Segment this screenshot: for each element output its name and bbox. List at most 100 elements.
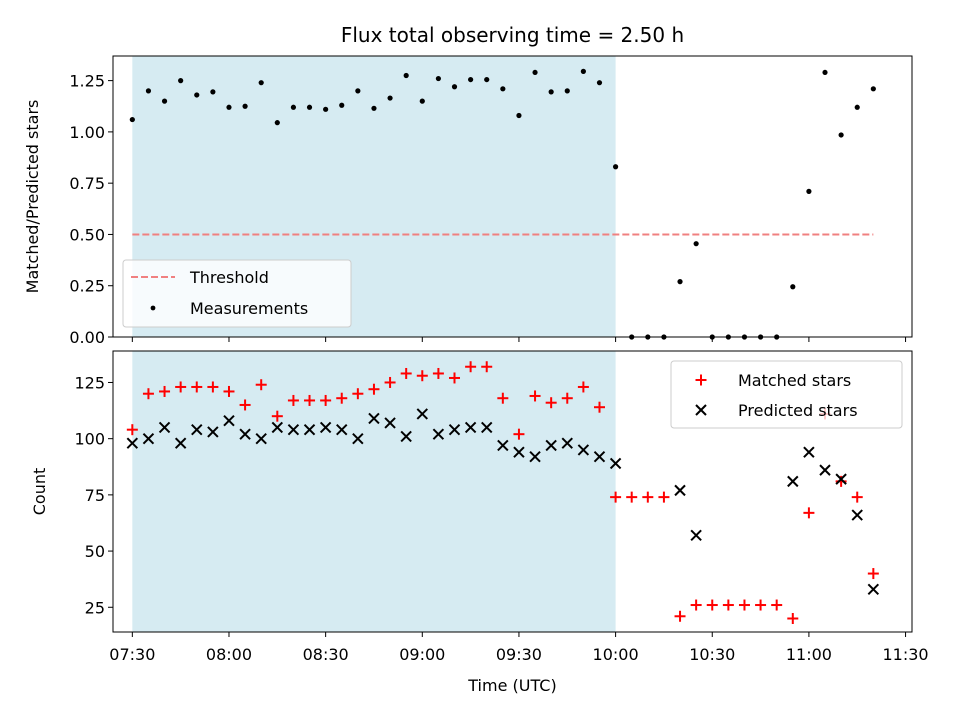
top-panel: 0.00 0.25 0.50 0.75 1.00 1.25 Flux total obse… [23, 23, 913, 347]
measurement-point [548, 89, 554, 95]
legend-predicted-label: Predicted stars [738, 401, 858, 420]
predicted-star-point [223, 414, 235, 427]
legend-matched-label: Matched stars [738, 371, 851, 390]
measurement-point [387, 95, 393, 101]
measurement-point [339, 102, 345, 108]
bottom-y-axis: 25 50 75 100 125 [74, 373, 113, 617]
predicted-star-point [336, 423, 348, 436]
bottom-x-tick-label: 09:00 [399, 645, 445, 664]
legend-matched-swatch [695, 374, 707, 386]
predicted-star-point [609, 457, 622, 470]
bottom-x-tick-label: 10:30 [689, 645, 735, 664]
top-axes-frame [112, 55, 913, 338]
measurement-point [677, 279, 683, 285]
measurement-point [403, 72, 409, 79]
top-x-ticks [131, 337, 907, 342]
measurement-point [854, 104, 860, 110]
top-y-tick-label: 0.75 [69, 174, 105, 193]
measurement-point [596, 80, 603, 86]
predicted-star-point [593, 450, 606, 463]
measurement-point [806, 188, 812, 194]
bottom-x-tick-label: 08:30 [303, 645, 349, 664]
measurement-point [306, 104, 313, 110]
predicted-star-point [352, 432, 364, 445]
measurement-point [419, 98, 425, 104]
measurement-point [435, 75, 441, 82]
bottom-y-tick-label: 25 [85, 598, 105, 617]
predicted-star-point [158, 421, 171, 434]
predicted-star-point [239, 428, 251, 440]
measurement-point [484, 76, 490, 83]
predicted-star-point [851, 509, 863, 521]
legend-predicted-swatch [695, 404, 707, 416]
bottom-x-tick-label: 11:00 [786, 645, 832, 664]
predicted-star-point [207, 426, 219, 438]
x-axis-label: Time (UTC) [467, 676, 556, 695]
top-y-tick-label: 0.25 [69, 277, 105, 296]
measurement-point [693, 241, 699, 247]
top-y-tick-label: 0.50 [69, 225, 105, 244]
predicted-star-point [867, 583, 880, 595]
legend-measurements-label: Measurements [190, 299, 308, 318]
predicted-star-point [787, 475, 799, 488]
measurement-point [258, 80, 264, 86]
bottom-y-tick-label: 50 [85, 542, 105, 561]
measurement-point [580, 68, 586, 74]
measurement-point [822, 69, 828, 76]
predicted-star-point [529, 450, 541, 463]
predicted-star-point [432, 428, 445, 440]
measurement-point [194, 92, 200, 98]
measurement-point [226, 104, 232, 110]
bottom-x-tick-label: 10:00 [593, 645, 639, 664]
predicted-star-point [481, 421, 493, 434]
predicted-star-point [126, 437, 139, 449]
predicted-star-point [255, 432, 267, 445]
top-y-axis: 0.00 0.25 0.50 0.75 1.00 1.25 [69, 72, 113, 347]
bottom-x-tick-label: 11:30 [883, 645, 929, 664]
predicted-star-point [819, 464, 831, 476]
bottom-panel: 25 50 75 100 125 07:30 08:00 08:30 09:00 09:30 10… [30, 350, 929, 695]
bottom-axes-frame [112, 350, 913, 633]
predicted-star-point [384, 417, 396, 429]
measurement-point [210, 89, 216, 95]
bottom-x-axis: 07:30 08:00 08:30 09:00 09:30 10:00 10:30 11:00… [109, 632, 929, 664]
predicted-star-point [191, 423, 203, 436]
measurement-point [532, 69, 538, 76]
predicted-star-point [142, 432, 155, 445]
predicted-star-point [803, 446, 815, 458]
top-y-axis-label: Matched/Predicted stars [23, 100, 42, 294]
predicted-star-point [464, 421, 477, 434]
measurement-point [355, 88, 361, 94]
measurement-point [371, 105, 377, 111]
predicted-star-point [497, 439, 509, 452]
measurement-point [451, 84, 458, 90]
measurement-point [274, 120, 280, 126]
measurement-point [129, 116, 135, 123]
bottom-plot-area [126, 361, 880, 625]
predicted-star-point [513, 446, 525, 458]
predicted-star-point [545, 439, 557, 452]
predicted-star-point [287, 423, 300, 436]
bottom-y-tick-label: 125 [74, 373, 105, 392]
predicted-star-point [303, 423, 316, 436]
bottom-legend: Matched stars Predicted stars [670, 360, 903, 429]
predicted-star-point [174, 437, 187, 449]
predicted-star-point [319, 421, 332, 434]
predicted-star-point [674, 484, 686, 497]
bottom-legend-box [670, 360, 903, 429]
top-y-tick-label: 1.00 [69, 123, 105, 142]
legend-threshold-label: Threshold [189, 268, 269, 287]
bottom-y-tick-label: 75 [85, 486, 105, 505]
measurement-point [838, 132, 844, 138]
top-y-tick-label: 1.25 [69, 72, 105, 91]
measurement-point [178, 78, 184, 84]
measurement-point [500, 86, 506, 92]
bottom-y-axis-label: Count [30, 468, 49, 516]
predicted-star-point [835, 473, 847, 485]
bottom-x-tick-label: 07:30 [109, 645, 155, 664]
measurement-point [323, 106, 329, 112]
predicted-star-point [561, 437, 573, 449]
measurement-point [516, 112, 522, 119]
measurement-point [612, 164, 619, 170]
